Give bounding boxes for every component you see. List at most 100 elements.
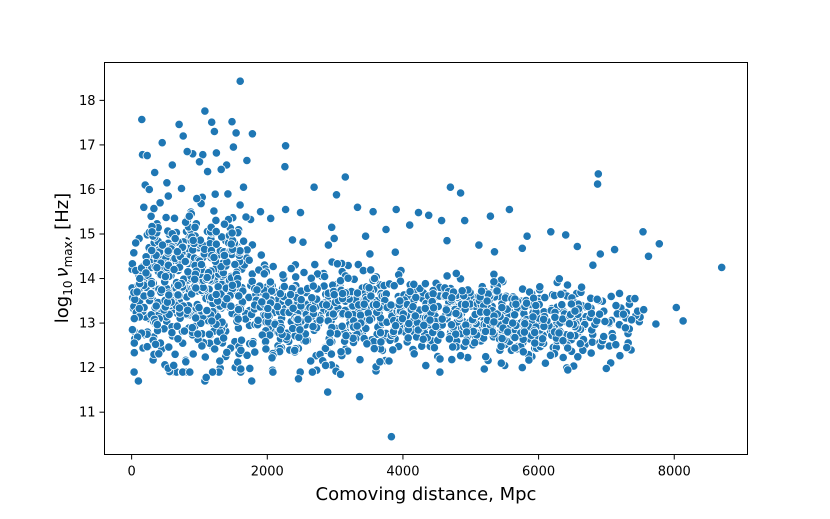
data-point	[255, 207, 266, 217]
data-point	[286, 263, 296, 274]
data-point	[489, 277, 499, 287]
data-point	[638, 227, 648, 237]
data-point	[190, 222, 200, 232]
data-point	[154, 349, 164, 359]
data-point	[576, 282, 587, 292]
data-point	[280, 204, 291, 215]
data-point	[141, 257, 152, 268]
data-point	[194, 157, 205, 167]
data-point	[211, 227, 221, 237]
data-point	[291, 272, 301, 282]
plot-frame	[104, 62, 748, 455]
data-point	[376, 337, 386, 347]
data-point	[207, 117, 217, 127]
data-point	[428, 303, 439, 313]
data-point	[556, 289, 566, 299]
x-axis-ticks: 0 2000 4000 6000 8000	[127, 454, 691, 480]
data-point	[211, 289, 221, 300]
data-point	[425, 315, 435, 325]
data-point	[480, 326, 491, 337]
data-point	[455, 351, 466, 361]
data-point	[191, 283, 201, 293]
data-point	[447, 293, 457, 303]
data-point	[441, 305, 451, 315]
data-point	[329, 290, 339, 300]
data-point	[594, 309, 605, 319]
data-point	[211, 215, 221, 225]
data-point	[169, 360, 179, 370]
y-axis-title-base: log	[52, 296, 73, 323]
y-tick-label: 12	[79, 361, 96, 376]
data-point	[489, 317, 499, 327]
y-tick-label: 11	[79, 406, 96, 421]
data-point	[202, 272, 212, 283]
data-point	[147, 245, 157, 255]
data-point	[135, 273, 145, 284]
data-point	[299, 267, 309, 278]
data-point	[309, 182, 319, 192]
data-point	[482, 307, 492, 317]
data-point	[510, 332, 520, 343]
data-point	[418, 334, 428, 344]
data-point	[201, 372, 211, 382]
data-point	[129, 348, 139, 358]
data-point	[566, 299, 577, 309]
data-point	[496, 358, 506, 368]
data-point	[191, 313, 201, 323]
data-point	[236, 345, 246, 355]
data-point	[337, 288, 348, 299]
data-point	[409, 279, 419, 289]
data-point	[364, 315, 375, 325]
data-point	[167, 328, 177, 338]
data-point	[308, 281, 318, 291]
data-point	[226, 239, 236, 249]
data-point	[404, 318, 414, 329]
data-point	[293, 314, 303, 325]
data-point	[163, 191, 173, 201]
data-point	[528, 312, 538, 322]
data-point	[129, 248, 139, 258]
data-point	[327, 222, 337, 232]
data-point	[315, 315, 325, 325]
data-point	[497, 302, 507, 313]
data-point	[222, 294, 232, 304]
data-point	[173, 280, 183, 290]
data-point	[278, 270, 288, 280]
data-point	[554, 328, 564, 338]
data-point	[429, 343, 439, 353]
data-point	[209, 252, 219, 263]
data-point	[226, 301, 236, 311]
data-point	[341, 331, 351, 341]
data-point	[588, 260, 598, 270]
data-point	[424, 210, 434, 220]
data-point	[460, 216, 470, 226]
data-point	[354, 391, 365, 402]
data-point	[326, 349, 336, 359]
data-point	[133, 376, 143, 386]
data-point	[451, 308, 461, 318]
data-point	[307, 293, 317, 303]
data-point	[530, 338, 540, 348]
data-point	[141, 268, 151, 278]
data-point	[570, 306, 580, 316]
data-point	[236, 335, 247, 345]
data-point	[537, 334, 548, 344]
data-point	[137, 114, 147, 125]
data-point	[336, 347, 346, 357]
data-point	[142, 342, 152, 352]
data-point	[620, 323, 631, 333]
data-point	[268, 261, 278, 272]
data-point	[208, 367, 218, 377]
data-point	[222, 347, 232, 357]
data-point	[129, 338, 139, 348]
data-point	[362, 339, 372, 349]
y-axis-title-base-subscript: 10	[61, 280, 75, 295]
data-point	[164, 290, 174, 300]
data-point	[451, 268, 461, 278]
y-tick-label: 14	[79, 272, 96, 287]
data-point	[146, 289, 156, 299]
data-point	[253, 315, 263, 325]
data-point	[155, 198, 165, 208]
data-point	[389, 281, 399, 291]
data-point	[242, 155, 252, 166]
